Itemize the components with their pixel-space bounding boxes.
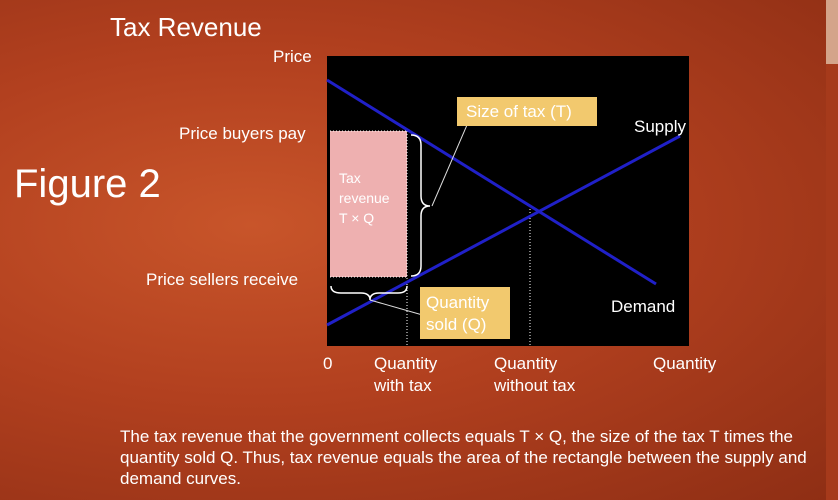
quantity-sold-leader bbox=[369, 299, 427, 317]
side-accent-strip bbox=[826, 0, 838, 500]
quantity-without-tax-line2: without tax bbox=[494, 376, 576, 395]
x-axis-label: Quantity bbox=[653, 354, 717, 373]
tax-revenue-text-line1: Tax bbox=[339, 170, 361, 186]
price-sellers-receive-label: Price sellers receive bbox=[146, 270, 299, 289]
size-of-tax-box bbox=[457, 97, 597, 126]
side-accent-highlight bbox=[826, 0, 838, 64]
y-axis-label: Price bbox=[273, 47, 312, 66]
quantity-sold-box bbox=[420, 287, 510, 339]
slide-title: Tax Revenue bbox=[110, 12, 262, 42]
tax-revenue-rectangle bbox=[330, 131, 407, 277]
tax-size-brace bbox=[410, 134, 431, 277]
tax-revenue-text-line2: revenue bbox=[339, 190, 390, 206]
price-buyers-pay-label: Price buyers pay bbox=[179, 124, 306, 143]
quantity-with-tax-label: Quantity with tax bbox=[374, 353, 437, 397]
supply-label: Supply bbox=[634, 117, 686, 136]
demand-curve bbox=[326, 78, 657, 286]
figure-label: Figure 2 bbox=[14, 162, 161, 206]
origin-label: 0 bbox=[323, 354, 333, 373]
caption-text: The tax revenue that the government coll… bbox=[120, 427, 807, 488]
quantity-without-tax-line1: Quantity bbox=[494, 354, 558, 373]
quantity-without-tax-label: Quantity without tax bbox=[494, 353, 575, 397]
quantity-sold-label-line1: Quantity bbox=[426, 293, 490, 312]
quantity-with-tax-line1: Quantity bbox=[374, 354, 438, 373]
size-of-tax-label: Size of tax (T) bbox=[466, 102, 572, 121]
tax-revenue-text-line3: T × Q bbox=[339, 210, 374, 226]
quantity-sold-label-line2: sold (Q) bbox=[426, 315, 486, 334]
demand-label: Demand bbox=[611, 297, 675, 316]
quantity-with-tax-line2: with tax bbox=[374, 376, 432, 395]
tax-size-leader bbox=[431, 124, 468, 207]
